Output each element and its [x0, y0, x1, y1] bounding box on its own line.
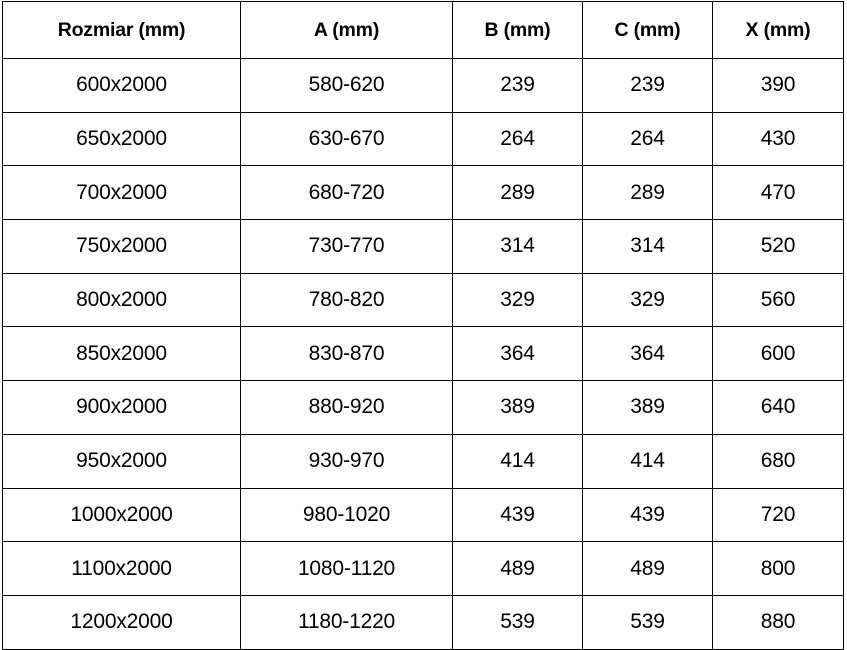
cell-size: 1100x2000	[2, 541, 241, 596]
cell-a: 680-720	[240, 165, 453, 221]
cell-c: 389	[582, 380, 713, 435]
table-row: 850x2000 830-870 364 364 600	[2, 326, 844, 382]
table-header-row: Rozmiar (mm) A (mm) B (mm) C (mm) X (mm)	[2, 1, 844, 59]
cell-a: 1080-1120	[240, 541, 453, 596]
cell-a: 630-670	[240, 111, 453, 167]
cell-a: 930-970	[240, 433, 453, 489]
cell-size: 650x2000	[2, 111, 241, 167]
cell-x: 520	[712, 219, 844, 274]
cell-c: 439	[582, 487, 713, 543]
cell-b: 314	[452, 219, 583, 274]
cell-c: 314	[582, 219, 713, 274]
table-row: 750x2000 730-770 314 314 520	[2, 219, 844, 274]
table-row: 800x2000 780-820 329 329 560	[2, 272, 844, 328]
table-row: 1000x2000 980-1020 439 439 720	[2, 487, 844, 543]
cell-x: 880	[712, 594, 844, 650]
column-header-x: X (mm)	[712, 1, 844, 59]
cell-x: 390	[712, 58, 844, 113]
cell-a: 580-620	[240, 58, 453, 113]
cell-a: 1180-1220	[240, 594, 453, 650]
cell-a: 730-770	[240, 219, 453, 274]
table-row: 1100x2000 1080-1120 489 489 800	[2, 541, 844, 596]
cell-x: 800	[712, 541, 844, 596]
cell-c: 539	[582, 594, 713, 650]
cell-c: 264	[582, 111, 713, 167]
table-row: 1200x2000 1180-1220 539 539 880	[2, 594, 844, 650]
cell-a: 880-920	[240, 380, 453, 435]
cell-size: 800x2000	[2, 272, 241, 328]
cell-size: 850x2000	[2, 326, 241, 382]
cell-b: 389	[452, 380, 583, 435]
table-row: 900x2000 880-920 389 389 640	[2, 380, 844, 435]
cell-x: 720	[712, 487, 844, 543]
cell-size: 600x2000	[2, 58, 241, 113]
cell-size: 900x2000	[2, 380, 241, 435]
cell-b: 539	[452, 594, 583, 650]
cell-x: 470	[712, 165, 844, 221]
cell-b: 414	[452, 433, 583, 489]
table-row: 600x2000 580-620 239 239 390	[2, 58, 844, 113]
cell-c: 414	[582, 433, 713, 489]
cell-b: 439	[452, 487, 583, 543]
cell-x: 600	[712, 326, 844, 382]
cell-c: 364	[582, 326, 713, 382]
cell-a: 780-820	[240, 272, 453, 328]
cell-b: 264	[452, 111, 583, 167]
cell-size: 1200x2000	[2, 594, 241, 650]
column-header-b: B (mm)	[452, 1, 583, 59]
cell-b: 289	[452, 165, 583, 221]
column-header-a: A (mm)	[240, 1, 453, 59]
cell-b: 239	[452, 58, 583, 113]
cell-c: 489	[582, 541, 713, 596]
column-header-c: C (mm)	[582, 1, 713, 59]
table-body: 600x2000 580-620 239 239 390 650x2000 63…	[2, 58, 844, 650]
cell-x: 680	[712, 433, 844, 489]
cell-a: 830-870	[240, 326, 453, 382]
table-header: Rozmiar (mm) A (mm) B (mm) C (mm) X (mm)	[2, 1, 844, 59]
cell-a: 980-1020	[240, 487, 453, 543]
table-row: 700x2000 680-720 289 289 470	[2, 165, 844, 221]
cell-c: 289	[582, 165, 713, 221]
cell-size: 750x2000	[2, 219, 241, 274]
cell-c: 329	[582, 272, 713, 328]
cell-x: 640	[712, 380, 844, 435]
cell-b: 489	[452, 541, 583, 596]
cell-x: 560	[712, 272, 844, 328]
table-row: 950x2000 930-970 414 414 680	[2, 433, 844, 489]
cell-size: 950x2000	[2, 433, 241, 489]
cell-c: 239	[582, 58, 713, 113]
cell-x: 430	[712, 111, 844, 167]
column-header-size: Rozmiar (mm)	[2, 1, 241, 59]
table-row: 650x2000 630-670 264 264 430	[2, 111, 844, 167]
cell-b: 329	[452, 272, 583, 328]
cell-size: 1000x2000	[2, 487, 241, 543]
cell-b: 364	[452, 326, 583, 382]
cell-size: 700x2000	[2, 165, 241, 221]
